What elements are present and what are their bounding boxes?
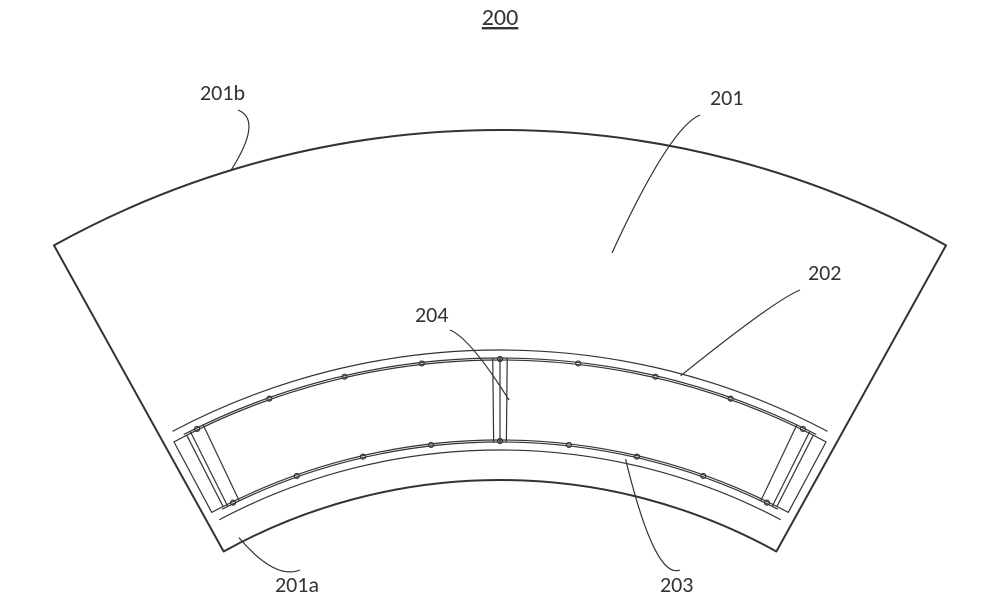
label-201: 201 xyxy=(710,84,743,111)
callout-labels: 201b 201 202 204 201a 203 xyxy=(200,79,841,598)
leader-lines xyxy=(231,110,800,572)
label-204: 204 xyxy=(415,301,448,328)
label-203: 203 xyxy=(660,571,693,598)
label-201a: 201a xyxy=(275,571,319,598)
label-202: 202 xyxy=(808,259,841,286)
technical-drawing: 200 201b 201 202 204 201a 203 xyxy=(0,0,1000,615)
figure-title: 200 xyxy=(482,3,519,32)
label-201b: 201b xyxy=(200,79,245,106)
part-geometry xyxy=(54,130,946,551)
